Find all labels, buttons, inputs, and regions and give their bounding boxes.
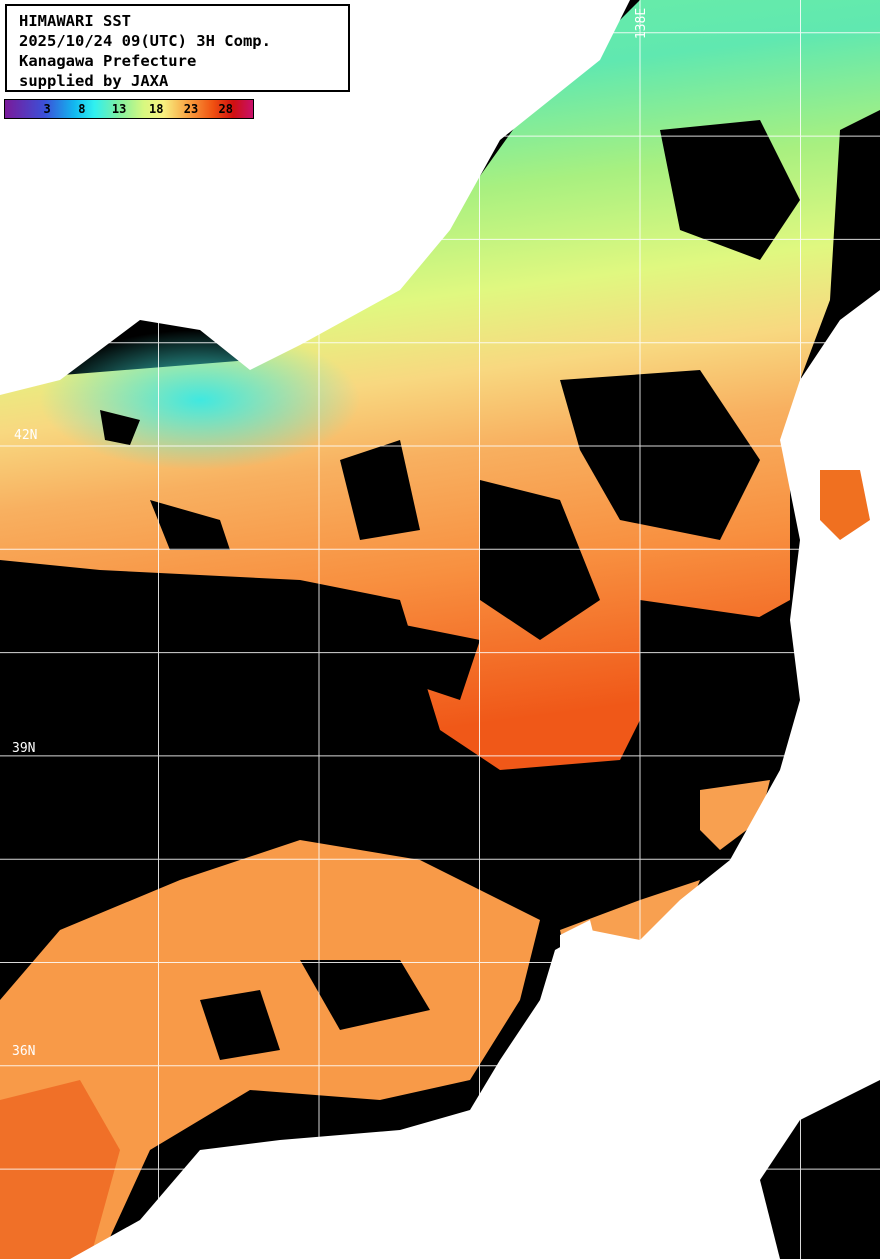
title-line-source: supplied by JAXA xyxy=(19,72,169,90)
title-line-datetime: 2025/10/24 09(UTC) 3H Comp. xyxy=(19,32,271,50)
scale-tick: 13 xyxy=(111,102,127,116)
lat-label-39n: 39N xyxy=(12,741,36,756)
land-peninsula xyxy=(820,380,880,470)
scale-tick: 3 xyxy=(43,102,51,116)
title-box: HIMAWARI SST 2025/10/24 09(UTC) 3H Comp.… xyxy=(5,4,350,92)
title-line-provider: Kanagawa Prefecture xyxy=(19,52,197,70)
scale-tick: 28 xyxy=(218,102,233,116)
land-japan xyxy=(70,290,880,1259)
lon-label-138e: 138E xyxy=(634,7,650,40)
title-line-product: HIMAWARI SST xyxy=(19,12,131,30)
scale-tick: 18 xyxy=(149,102,164,116)
lat-label-36n: 36N xyxy=(12,1044,36,1059)
scale-tick: 23 xyxy=(183,102,199,116)
land-continent xyxy=(0,0,630,395)
color-scale-bar: 3 8 13 18 23 28 xyxy=(4,99,254,119)
land-sado xyxy=(560,920,600,985)
lat-label-42n: 42N xyxy=(14,428,38,443)
cloud-patches xyxy=(100,120,800,1060)
scale-tick: 8 xyxy=(78,102,86,116)
